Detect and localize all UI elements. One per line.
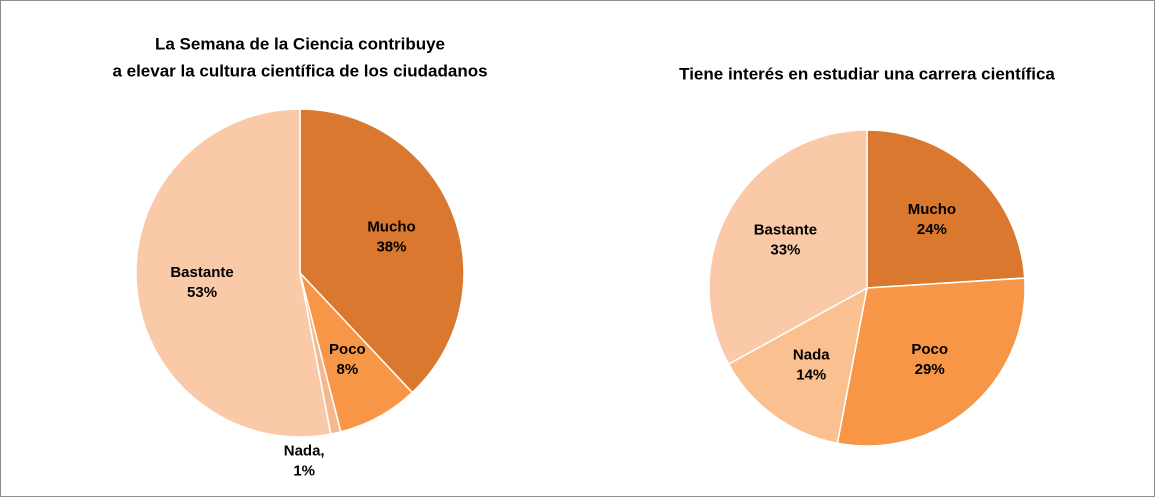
slice-value: 8% [337, 361, 359, 378]
slice-category: Nada [793, 347, 830, 364]
slice-value: 29% [915, 361, 945, 378]
slice-value: 1% [293, 462, 315, 479]
slice-category: Nada, [284, 442, 325, 459]
slice-value: 33% [770, 242, 800, 259]
pie-slice [135, 108, 332, 438]
slice-category: Bastante [170, 264, 233, 281]
slice-category: Mucho [908, 201, 956, 218]
chart-title: Tiene interés en estudiar una carrera ci… [679, 64, 1055, 83]
slice-value: 53% [187, 284, 217, 301]
chart-title: La Semana de la Ciencia contribuye [155, 34, 445, 53]
slice-value: 24% [917, 221, 947, 238]
slice-category: Mucho [367, 219, 415, 236]
chart-title: a elevar la cultura científica de los ci… [112, 61, 487, 80]
pie-slice [299, 108, 465, 394]
pie-slice [708, 129, 868, 366]
slice-value: 38% [376, 239, 406, 256]
pie-slice [727, 286, 869, 445]
pie-slice [866, 129, 1026, 289]
slice-category: Bastante [754, 222, 817, 239]
slice-category: Poco [911, 341, 948, 358]
slice-value: 14% [796, 367, 826, 384]
slice-category: Poco [329, 341, 366, 358]
pie-slice [836, 277, 1026, 447]
